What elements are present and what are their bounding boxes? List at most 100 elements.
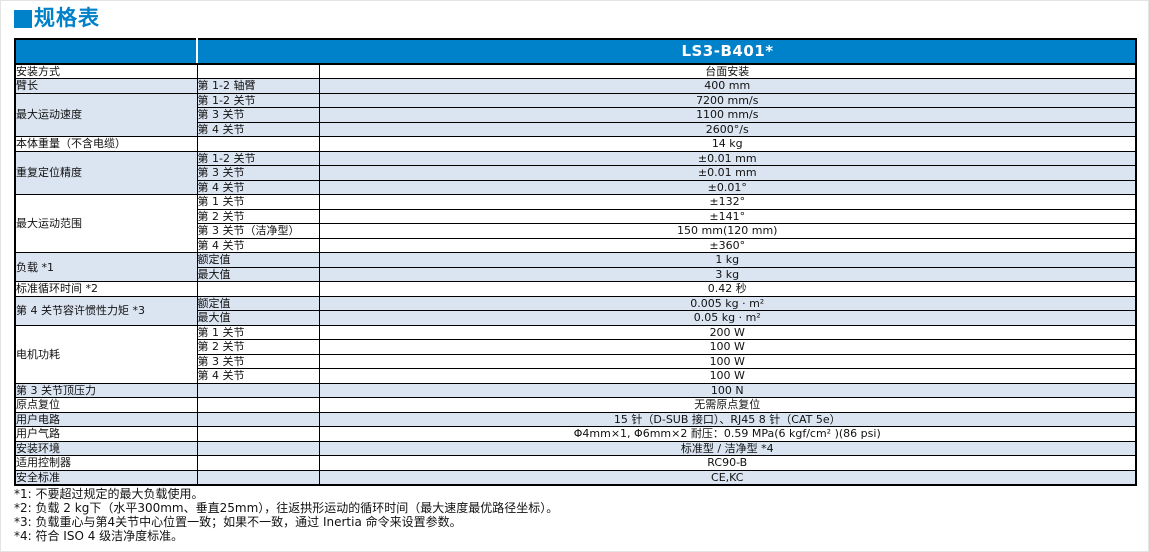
spec-sublabel: 第 4 关节 — [196, 368, 320, 384]
table-header-row: LS3-B401* — [15, 39, 1136, 65]
spec-sublabel: 第 4 关节 — [196, 237, 320, 253]
spec-value: 2600°/s — [318, 121, 1137, 137]
spec-value: 0.05 kg · m² — [318, 310, 1137, 326]
spec-sublabel: 第 3 关节 — [196, 107, 320, 123]
spec-value: 100 W — [318, 353, 1137, 369]
spec-label: 安装环境 — [14, 440, 198, 456]
spec-sublabel — [196, 382, 320, 398]
spec-label: 最大运动范围 — [14, 194, 198, 253]
spec-sublabel: 第 1 关节 — [196, 194, 320, 210]
table-row: 重复定位精度 第 1-2 关节 ±0.01 mm — [14, 150, 1137, 195]
spec-value: 100 N — [318, 382, 1137, 398]
table-row: 最大值 3 kg — [15, 266, 1137, 282]
table-row: 用户电路 15 针（D-SUB 接口）、RJ45 8 针（CAT 5e） — [14, 411, 1137, 427]
spec-value: 100 W — [318, 368, 1137, 384]
spec-label: 安全标准 — [14, 469, 198, 485]
table-row: 适用控制器 RC90-B — [14, 455, 1137, 471]
table-row: 臂长 第 1-2 轴臂 400 mm — [14, 78, 1137, 94]
model-header-cell: LS3-B401* — [197, 39, 1136, 65]
spec-label: 电机功耗 — [14, 324, 198, 384]
table-row: 第 4 关节 ±360° — [15, 237, 1137, 253]
spec-value: 200 W — [318, 324, 1137, 340]
spec-value: ±141° — [318, 208, 1137, 224]
spec-value: Φ4mm×1, Φ6mm×2 耐压：0.59 MPa(6 kgf/cm² )(8… — [318, 426, 1137, 442]
table-row: 安全标准 CE,KC — [14, 469, 1137, 485]
table-row: 最大值 0.05 kg · m² — [15, 310, 1137, 326]
spec-value: ±360° — [318, 237, 1137, 253]
spec-sublabel: 最大值 — [196, 266, 320, 282]
spec-sublabel — [196, 63, 320, 79]
spec-value: 无需原点复位 — [318, 397, 1137, 413]
spec-value: CE,KC — [318, 469, 1137, 485]
spec-value: 400 mm — [318, 78, 1137, 94]
spec-label: 适用控制器 — [14, 455, 198, 471]
table-row: 第 2 关节 100 W — [15, 339, 1137, 355]
spec-value: 14 kg — [318, 136, 1137, 152]
spec-sublabel: 第 4 关节 — [196, 179, 320, 195]
spec-sublabel: 额定值 — [196, 295, 320, 311]
spec-label: 第 4 关节容许惯性力矩 *3 — [14, 295, 198, 326]
spec-sublabel: 第 2 关节 — [196, 208, 320, 224]
spec-value: 1100 mm/s — [318, 107, 1137, 123]
spec-value: 100 W — [318, 339, 1137, 355]
table-row: 第 3 关节 100 W — [15, 353, 1137, 369]
spec-sublabel — [196, 397, 320, 413]
table-row: 第 2 关节 ±141° — [15, 208, 1137, 224]
footnote: *1: 不要超过规定的最大负载使用。 — [14, 487, 204, 501]
spec-sublabel: 第 4 关节 — [196, 121, 320, 137]
spec-value: 0.005 kg · m² — [318, 295, 1137, 311]
footnote: *4: 符合 ISO 4 级洁净度标准。 — [14, 529, 184, 543]
spec-label: 用户电路 — [14, 411, 198, 427]
table-row: 第 4 关节容许惯性力矩 *3 额定值 0.005 kg · m² — [14, 295, 1137, 326]
spec-sublabel: 第 3 关节 — [196, 353, 320, 369]
spec-value: 3 kg — [318, 266, 1137, 282]
spec-value: 台面安装 — [318, 63, 1137, 79]
spec-value: RC90-B — [318, 455, 1137, 471]
spec-label: 安装方式 — [14, 63, 198, 79]
table-row: 安装方式 台面安装 — [14, 63, 1137, 79]
spec-sublabel: 第 1-2 关节 — [196, 92, 320, 108]
spec-value: 0.42 秒 — [318, 281, 1137, 297]
table-row: 安装环境 标准型 / 洁净型 *4 — [14, 440, 1137, 456]
spec-sublabel — [196, 469, 320, 485]
spec-sublabel — [196, 455, 320, 471]
table-row: 标准循环时间 *2 0.42 秒 — [14, 281, 1137, 297]
footnote: *2: 负载 2 kg下（水平300mm、垂直25mm），往返拱形运动的循环时间… — [14, 501, 559, 515]
spec-sublabel: 最大值 — [196, 310, 320, 326]
spec-label: 重复定位精度 — [14, 150, 198, 195]
table-row: 第 3 关节 1100 mm/s — [15, 107, 1137, 123]
section-title: 规格表 — [14, 8, 100, 29]
header-empty-cell — [15, 39, 198, 65]
spec-label: 最大运动速度 — [14, 92, 198, 137]
spec-value: 1 kg — [318, 252, 1137, 268]
table-row: 电机功耗 第 1 关节 200 W — [14, 324, 1137, 384]
footnotes: *1: 不要超过规定的最大负载使用。 *2: 负载 2 kg下（水平300mm、… — [14, 487, 558, 543]
title-square-icon — [14, 9, 32, 28]
spec-sublabel: 第 1 关节 — [196, 324, 320, 340]
spec-value: 标准型 / 洁净型 *4 — [318, 440, 1137, 456]
table-row: 原点复位 无需原点复位 — [14, 397, 1137, 413]
spec-sublabel — [196, 411, 320, 427]
spec-value: ±132° — [318, 194, 1137, 210]
table-row: 本体重量（不含电缆） 14 kg — [14, 136, 1137, 152]
spec-sublabel — [196, 136, 320, 152]
spec-value: ±0.01 mm — [318, 150, 1137, 166]
table-row: 第 3 关节（洁净型） 150 mm(120 mm) — [15, 223, 1137, 239]
spec-value: 15 针（D-SUB 接口）、RJ45 8 针（CAT 5e） — [318, 411, 1137, 427]
table-row: 最大运动范围 第 1 关节 ±132° — [14, 194, 1137, 253]
spec-label: 第 3 关节顶压力 — [14, 382, 198, 398]
table-row: 最大运动速度 第 1-2 关节 7200 mm/s — [14, 92, 1137, 137]
spec-label: 负载 *1 — [14, 252, 198, 282]
table-row: 第 3 关节顶压力 100 N — [14, 382, 1137, 398]
spec-sublabel — [196, 440, 320, 456]
table-row: 第 3 关节 ±0.01 mm — [15, 165, 1137, 181]
footnote: *3: 负载重心与第4关节中心位置一致；如果不一致，通过 Inertia 命令来… — [14, 515, 462, 529]
spec-sublabel: 第 2 关节 — [196, 339, 320, 355]
spec-label: 用户气路 — [14, 426, 198, 442]
spec-label: 臂长 — [14, 78, 198, 94]
spec-sublabel — [196, 426, 320, 442]
spec-value: ±0.01 mm — [318, 165, 1137, 181]
spec-label: 标准循环时间 *2 — [14, 281, 198, 297]
spec-table: LS3-B401* 安装方式 台面安装 臂长 第 1-2 轴臂 400 mm 最… — [14, 38, 1137, 486]
